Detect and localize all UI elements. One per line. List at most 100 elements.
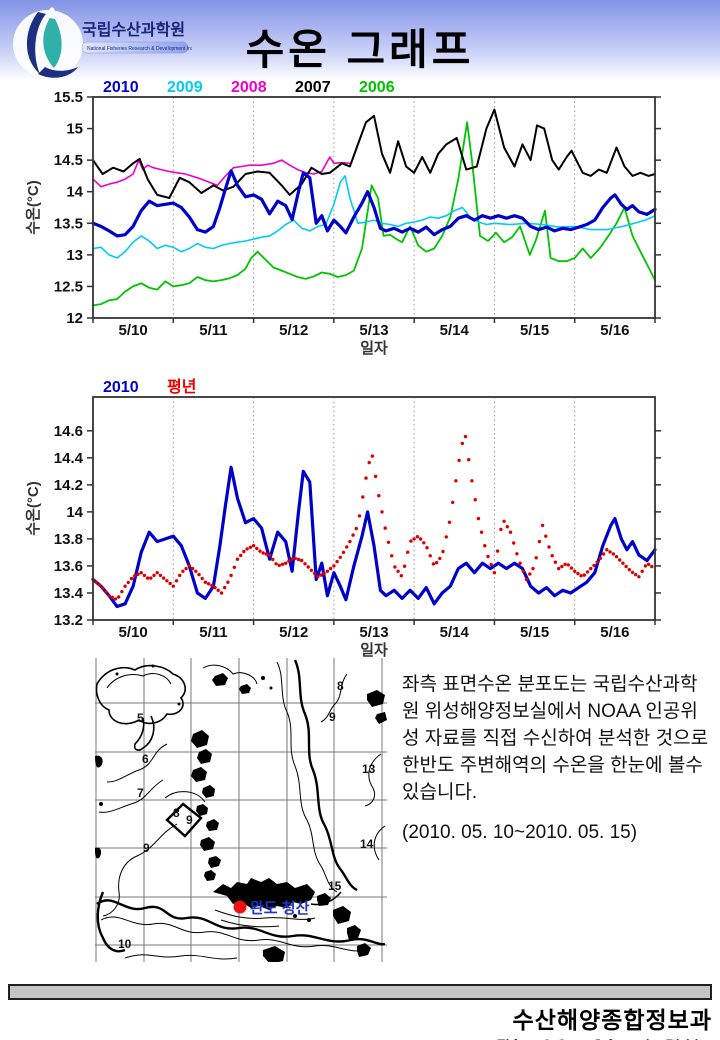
data-dot: [457, 458, 461, 463]
data-dot: [431, 562, 436, 566]
footer-department: 수산해양종합정보과 Fishery & Ocean Information Di…: [498, 1001, 713, 1040]
data-dot: [107, 594, 111, 598]
data-dot: [133, 574, 137, 578]
contour-depth-label: 14: [360, 837, 374, 851]
org-name-bar: [81, 41, 189, 54]
data-dot: [248, 545, 253, 549]
data-dot: [280, 562, 285, 566]
data-dot: [508, 530, 513, 534]
data-dot: [634, 572, 638, 577]
data-dot: [422, 541, 426, 545]
data-dot: [534, 556, 538, 560]
data-dot: [200, 576, 204, 581]
data-dot: [129, 576, 134, 581]
data-dot: [293, 556, 297, 561]
x-tick-label: 5/10: [119, 624, 148, 641]
data-dot: [290, 557, 294, 561]
data-dot: [351, 533, 355, 537]
data-dot: [499, 527, 503, 532]
data-dot: [643, 564, 648, 568]
data-dot: [425, 546, 429, 550]
station-label: 완도 청산: [250, 900, 310, 917]
data-dot: [367, 460, 371, 465]
data-dot: [94, 580, 98, 584]
x-tick-label: 5/11: [199, 624, 227, 641]
chart-2010-vs-normal: 13.2 13.4 13.6 13.8 14 14.2 14.4 14.6 5/10 5/11 5/…: [25, 377, 661, 659]
data-dot: [601, 552, 606, 556]
data-dot: [235, 557, 240, 561]
data-dot: [136, 572, 140, 576]
data-dot: [624, 564, 628, 569]
data-dot: [512, 541, 516, 545]
data-dot: [386, 540, 391, 544]
data-dot: [579, 574, 583, 578]
y-tick-label: 13.6: [54, 558, 83, 575]
data-dot: [396, 569, 400, 573]
data-dot: [409, 539, 413, 543]
data-dot: [162, 576, 166, 580]
data-dot: [585, 570, 590, 574]
data-dot: [451, 500, 455, 505]
data-dot: [444, 535, 448, 539]
data-dot: [646, 562, 651, 566]
y-tick-label: 14.5: [54, 152, 83, 169]
data-dot: [126, 580, 130, 585]
data-dot: [357, 514, 362, 518]
y-tick-label: 14.4: [54, 450, 84, 467]
data-dot: [306, 565, 310, 569]
map-coastline: [95, 659, 387, 962]
data-dot: [608, 550, 612, 554]
data-dot: [630, 570, 635, 575]
data-dot: [255, 546, 259, 551]
data-dot: [492, 571, 497, 575]
data-dot: [206, 582, 211, 586]
description-period: (2010. 05. 10~2010. 05. 15): [402, 821, 638, 843]
data-dot: [463, 434, 468, 439]
data-dot: [370, 454, 375, 458]
data-dot: [557, 566, 561, 571]
data-dot: [303, 562, 307, 566]
data-dot: [605, 548, 609, 552]
data-dot: [553, 560, 558, 564]
data-dot: [393, 565, 397, 569]
data-dot: [258, 549, 262, 553]
data-dot: [495, 549, 500, 553]
plot-border: [92, 396, 656, 621]
x-tick-label: 5/15: [520, 322, 549, 339]
data-dot: [390, 554, 394, 558]
x-tick-label: 5/12: [279, 624, 308, 641]
footer-dept-ko: 수산해양종합정보과: [512, 1007, 712, 1033]
data-dot: [412, 537, 416, 541]
data-dot: [377, 494, 381, 498]
data-dot: [284, 561, 288, 565]
data-dot: [226, 580, 230, 584]
data-dot: [560, 564, 564, 569]
data-dot: [203, 580, 208, 584]
chart-yearly-sst: 12 12.5 13 13.5 14 14.5 15 15.5 5/10 5/11 5/12 5/13…: [25, 80, 661, 357]
data-dot: [428, 554, 432, 558]
data-dot: [251, 544, 256, 548]
data-dot: [402, 564, 407, 568]
data-dot: [621, 561, 625, 565]
data-dot: [383, 526, 387, 530]
data-dot: [348, 539, 352, 544]
y-tick-label: 13.4: [54, 585, 84, 602]
data-dot: [486, 554, 490, 559]
data-dot: [158, 573, 163, 578]
data-dot: [518, 561, 522, 565]
data-dot: [178, 573, 182, 578]
description-block: 좌측 표면수온 분포도는 국립수산과학원 위성해양정보실에서 NOAA 인공위성…: [402, 672, 714, 847]
data-dot: [345, 545, 349, 549]
data-dot: [242, 549, 246, 554]
data-dot: [287, 559, 291, 563]
x-tick-label: 5/16: [600, 624, 629, 641]
data-dot: [110, 595, 115, 599]
legend-item: 2007: [295, 80, 331, 96]
data-dot: [104, 590, 108, 594]
data-dot: [174, 579, 179, 583]
x-axis-title: 일자: [360, 642, 388, 659]
data-dot: [438, 556, 442, 561]
data-dot: [328, 566, 333, 571]
legend-item: 2010: [103, 80, 139, 96]
